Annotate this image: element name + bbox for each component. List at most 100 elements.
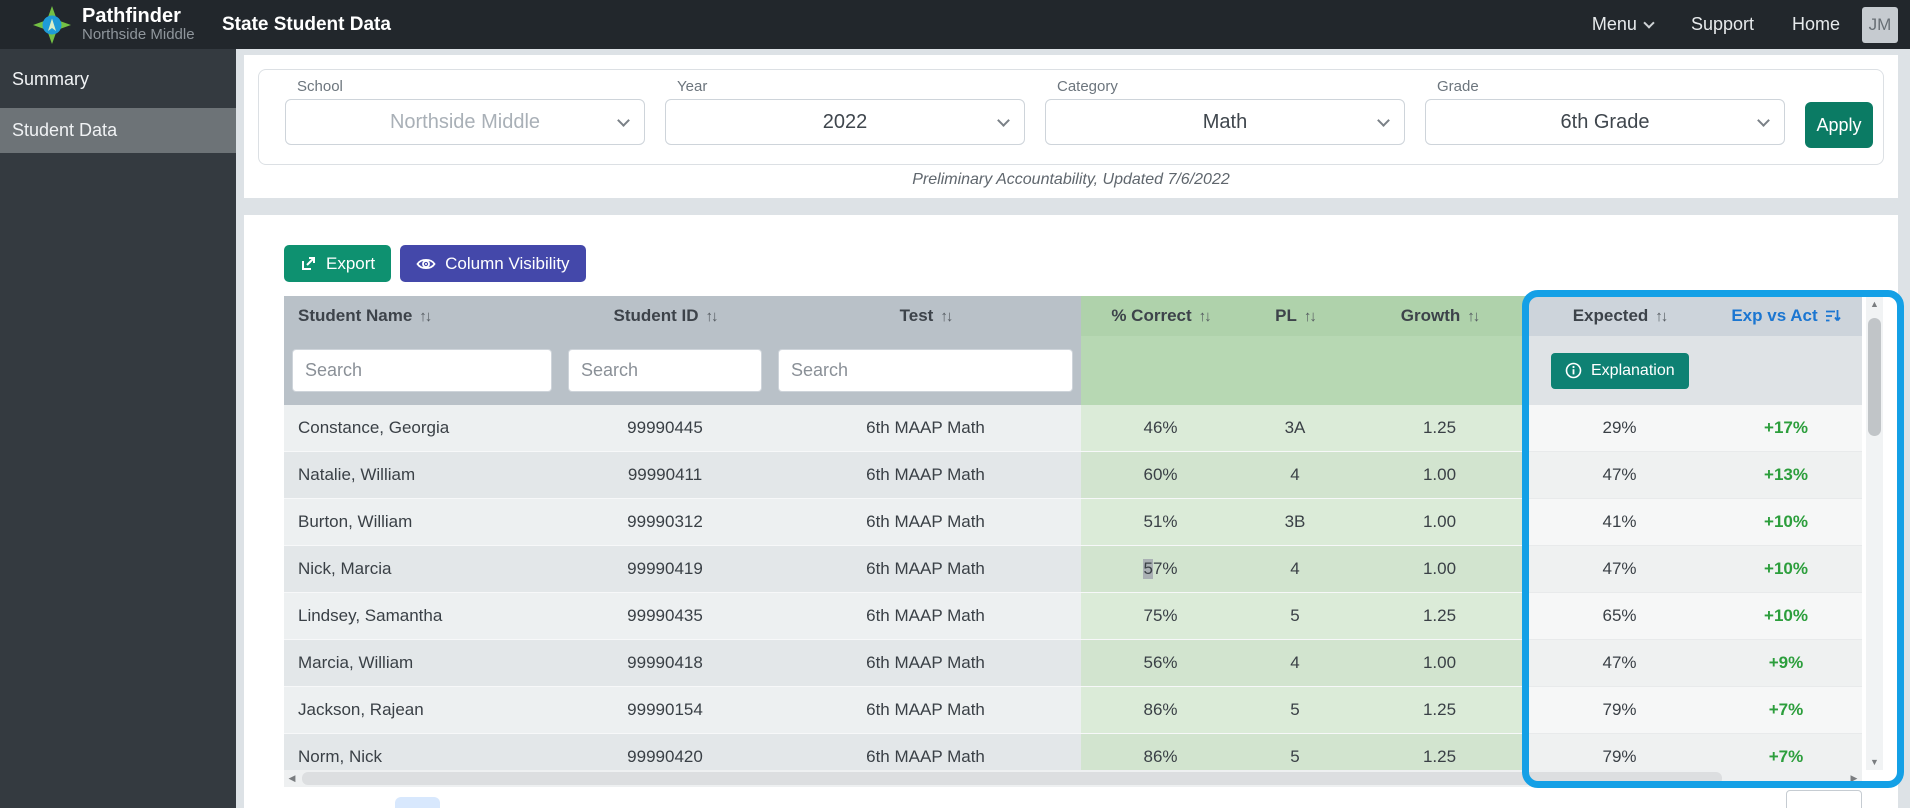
school-select[interactable]: Northside Middle xyxy=(285,99,645,145)
cell-student-name: Natalie, William xyxy=(284,452,560,499)
cell-student-id: 99990445 xyxy=(560,405,770,452)
cell-growth: 1.00 xyxy=(1350,452,1529,499)
scroll-right-arrow[interactable]: ▶ xyxy=(1850,773,1858,783)
cell-student-name: Norm, Nick xyxy=(284,734,560,770)
school-field: School Northside Middle xyxy=(285,78,645,145)
sidebar-item-summary[interactable]: Summary xyxy=(12,69,90,89)
pagination-page-button[interactable] xyxy=(395,797,440,808)
column-visibility-button[interactable]: Column Visibility xyxy=(400,245,586,282)
cell-pl: 4 xyxy=(1240,546,1350,593)
cell-student-id: 99990154 xyxy=(560,687,770,734)
chevron-down-icon xyxy=(1757,114,1770,127)
cell-pl: 5 xyxy=(1240,734,1350,770)
scroll-down-arrow[interactable]: ▼ xyxy=(1870,757,1879,767)
year-label: Year xyxy=(677,78,708,95)
page-size-select[interactable] xyxy=(1786,790,1862,808)
sidebar-item-student-data[interactable]: Student Data xyxy=(0,108,236,153)
cell-expected: 47% xyxy=(1529,546,1710,593)
table-row[interactable]: Lindsey, Samantha 99990435 6th MAAP Math… xyxy=(284,593,1862,640)
user-avatar[interactable]: JM xyxy=(1862,6,1898,43)
table-body: Constance, Georgia 99990445 6th MAAP Mat… xyxy=(284,405,1862,770)
search-student-name-input[interactable] xyxy=(292,349,552,392)
year-field: Year 2022 xyxy=(665,78,1025,145)
cell-pl: 3B xyxy=(1240,499,1350,546)
top-bar: Pathfinder Northside Middle State Studen… xyxy=(0,0,1910,49)
table-row[interactable]: Norm, Nick 99990420 6th MAAP Math 86% 5 … xyxy=(284,734,1862,770)
cell-growth: 1.00 xyxy=(1350,640,1529,687)
logo-subtitle: Northside Middle xyxy=(82,26,195,44)
category-select[interactable]: Math xyxy=(1045,99,1405,145)
nav-support[interactable]: Support xyxy=(1690,14,1754,34)
accountability-note: Preliminary Accountability, Updated 7/6/… xyxy=(912,171,1230,188)
cell-percent-correct: 86% xyxy=(1081,734,1240,770)
menu-dropdown[interactable]: Menu xyxy=(1592,14,1655,35)
column-header-test[interactable]: Test ↑↓ xyxy=(770,296,1081,336)
table-row[interactable]: Nick, Marcia 99990419 6th MAAP Math 5 7% … xyxy=(284,546,1862,593)
year-select[interactable]: 2022 xyxy=(665,99,1025,145)
cell-percent-correct: 46% xyxy=(1081,405,1240,452)
search-test-input[interactable] xyxy=(778,349,1073,392)
chevron-down-icon xyxy=(997,114,1010,127)
cell-expected: 47% xyxy=(1529,452,1710,499)
info-icon xyxy=(1565,362,1582,379)
main-content: School Northside Middle Year 2022 Catego… xyxy=(236,49,1910,808)
vertical-scrollbar-thumb[interactable] xyxy=(1868,318,1881,436)
cell-student-name: Jackson, Rajean xyxy=(284,687,560,734)
table-row[interactable]: Burton, William 99990312 6th MAAP Math 5… xyxy=(284,499,1862,546)
cell-test: 6th MAAP Math xyxy=(770,405,1081,452)
table-row[interactable]: Jackson, Rajean 99990154 6th MAAP Math 8… xyxy=(284,687,1862,734)
filter-group: School Northside Middle Year 2022 Catego… xyxy=(258,69,1884,165)
table-search-row: Explanation xyxy=(284,336,1862,405)
column-header-percent-correct[interactable]: % Correct ↑↓ xyxy=(1081,296,1240,336)
column-header-exp-vs-act[interactable]: Exp vs Act xyxy=(1710,296,1862,336)
chevron-down-icon xyxy=(1643,16,1655,29)
cell-student-name: Nick, Marcia xyxy=(284,546,560,593)
apply-button[interactable]: Apply xyxy=(1805,102,1873,148)
cell-student-id: 99990411 xyxy=(560,452,770,499)
top-nav: Menu Support Home xyxy=(1592,14,1840,35)
cell-percent-correct: 60% xyxy=(1081,452,1240,499)
column-header-expected[interactable]: Expected ↑↓ xyxy=(1529,296,1710,336)
table-row[interactable]: Constance, Georgia 99990445 6th MAAP Mat… xyxy=(284,405,1862,452)
cell-pl: 4 xyxy=(1240,640,1350,687)
column-header-student-name[interactable]: Student Name ↑↓ xyxy=(284,296,560,336)
cell-test: 6th MAAP Math xyxy=(770,593,1081,640)
export-button[interactable]: Export xyxy=(284,245,392,282)
scroll-up-arrow[interactable]: ▲ xyxy=(1870,299,1879,309)
cell-test: 6th MAAP Math xyxy=(770,546,1081,593)
cell-exp-vs-act: +10% xyxy=(1710,593,1862,640)
column-header-student-id[interactable]: Student ID ↑↓ xyxy=(560,296,770,336)
cell-student-id: 99990420 xyxy=(560,734,770,770)
sort-icon: ↑↓ xyxy=(1198,307,1212,325)
scroll-left-arrow[interactable]: ◀ xyxy=(288,773,296,783)
column-header-pl[interactable]: PL ↑↓ xyxy=(1240,296,1350,336)
sort-icon: ↑↓ xyxy=(1467,307,1480,325)
cell-student-id: 99990418 xyxy=(560,640,770,687)
cell-exp-vs-act: +7% xyxy=(1710,687,1862,734)
cell-student-id: 99990419 xyxy=(560,546,770,593)
grade-label: Grade xyxy=(1437,78,1479,95)
export-icon xyxy=(302,257,315,270)
horizontal-scrollbar-thumb[interactable] xyxy=(302,772,1722,785)
cell-exp-vs-act: +10% xyxy=(1710,546,1862,593)
category-label: Category xyxy=(1057,78,1118,95)
cell-exp-vs-act: +10% xyxy=(1710,499,1862,546)
cell-percent-correct: 56% xyxy=(1081,640,1240,687)
explanation-button[interactable]: Explanation xyxy=(1551,352,1689,389)
table-row[interactable]: Marcia, William 99990418 6th MAAP Math 5… xyxy=(284,640,1862,687)
search-student-id-input[interactable] xyxy=(568,349,762,392)
cell-test: 6th MAAP Math xyxy=(770,687,1081,734)
compass-logo-icon xyxy=(33,5,71,44)
horizontal-scrollbar[interactable]: ◀ ▶ xyxy=(284,770,1862,787)
table-row[interactable]: Natalie, William 99990411 6th MAAP Math … xyxy=(284,452,1862,499)
column-header-growth[interactable]: Growth ↑↓ xyxy=(1350,296,1529,336)
nav-home[interactable]: Home xyxy=(1791,14,1840,34)
logo-title: Pathfinder xyxy=(82,5,181,28)
cell-test: 6th MAAP Math xyxy=(770,452,1081,499)
cell-exp-vs-act: +13% xyxy=(1710,452,1862,499)
vertical-scrollbar[interactable]: ▲ ▼ xyxy=(1866,296,1883,770)
grade-select[interactable]: 6th Grade xyxy=(1425,99,1785,145)
filter-panel: School Northside Middle Year 2022 Catego… xyxy=(244,55,1898,198)
cell-expected: 47% xyxy=(1529,640,1710,687)
cell-test: 6th MAAP Math xyxy=(770,640,1081,687)
